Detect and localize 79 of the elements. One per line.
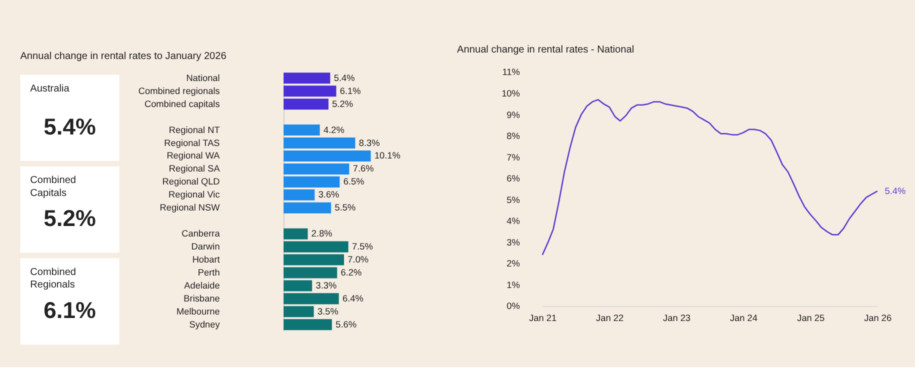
x-tick-label: Jan 24 bbox=[730, 313, 758, 324]
data-label: 6.2% bbox=[340, 268, 362, 278]
y-tick-label: 5% bbox=[506, 194, 520, 205]
data-label: 3.3% bbox=[316, 280, 337, 290]
bar bbox=[284, 72, 330, 84]
y-tick-label: Regional NT bbox=[168, 124, 220, 135]
bar bbox=[284, 150, 371, 162]
y-tick-label: 8% bbox=[506, 131, 520, 142]
text: 6.1% bbox=[44, 296, 96, 323]
data-label: 10.1% bbox=[374, 150, 400, 161]
data-label: 5.2% bbox=[332, 98, 354, 109]
y-tick-label: 0% bbox=[506, 301, 520, 312]
y-tick-label: Darwin bbox=[191, 242, 220, 252]
chart-title: Annual change in rental rates - National bbox=[457, 44, 634, 56]
y-tick-label: 7% bbox=[506, 152, 520, 162]
y-tick-label: 1% bbox=[506, 280, 520, 290]
y-tick-label: 3% bbox=[506, 237, 520, 248]
bar bbox=[284, 124, 320, 136]
y-tick-label: 6% bbox=[506, 174, 520, 184]
bar bbox=[284, 86, 336, 97]
annotation: 5.4% bbox=[884, 186, 906, 196]
data-label: 5.5% bbox=[334, 202, 356, 213]
y-tick-label: Hobart bbox=[192, 254, 220, 265]
bar bbox=[284, 98, 328, 110]
data-label: 7.5% bbox=[352, 242, 373, 252]
data-label: 7.6% bbox=[352, 164, 374, 174]
bar bbox=[284, 228, 308, 240]
y-tick-label: Melbourne bbox=[176, 306, 220, 316]
bar bbox=[284, 163, 350, 174]
text: 5.4% bbox=[44, 113, 96, 140]
y-tick-label: Sydney bbox=[189, 319, 220, 330]
x-tick-label: Jan 22 bbox=[596, 313, 624, 324]
bar bbox=[284, 241, 348, 252]
data-label: 5.4% bbox=[334, 72, 355, 83]
y-tick-label: Perth bbox=[198, 268, 220, 278]
text: Combined Capitals bbox=[30, 175, 76, 199]
y-tick-label: Regional Vic bbox=[168, 190, 220, 200]
y-tick-label: National bbox=[186, 72, 220, 83]
y-tick-label: Combined regionals bbox=[138, 86, 220, 96]
data-label: 6.4% bbox=[342, 293, 364, 304]
data-label: 8.3% bbox=[358, 138, 380, 148]
data-label: 3.5% bbox=[317, 306, 338, 316]
data-label: 3.6% bbox=[318, 190, 340, 200]
bar bbox=[284, 138, 356, 149]
line-series bbox=[542, 98, 878, 256]
y-tick-label: 2% bbox=[506, 258, 520, 269]
data-label: 6.5% bbox=[343, 176, 364, 187]
data-label: 4.2% bbox=[324, 124, 344, 135]
text: 5.2% bbox=[44, 205, 96, 232]
y-tick-label: Combined capitals bbox=[144, 98, 220, 109]
bar bbox=[284, 319, 332, 330]
x-tick-label: Jan 26 bbox=[864, 313, 892, 324]
bar bbox=[284, 176, 340, 188]
y-tick-label: Brisbane bbox=[184, 293, 220, 304]
data-label: 2.8% bbox=[311, 228, 332, 239]
y-tick-label: Adelaide bbox=[184, 280, 220, 290]
text: Annual change in rental rates to January 2026 bbox=[20, 51, 227, 62]
y-tick-label: Regional SA bbox=[168, 164, 221, 174]
bar bbox=[284, 202, 332, 214]
y-tick-label: Regional QLD bbox=[162, 176, 220, 187]
data-label: 6.1% bbox=[340, 86, 361, 96]
y-tick-label: Regional TAS bbox=[164, 138, 220, 148]
y-tick-label: Regional NSW bbox=[160, 202, 220, 213]
y-tick-label: 10% bbox=[502, 88, 520, 98]
x-tick-label: Jan 23 bbox=[663, 313, 691, 324]
y-tick-label: 9% bbox=[506, 110, 520, 120]
x-tick-label: Jan 21 bbox=[529, 313, 557, 324]
x-tick-label: Jan 25 bbox=[797, 313, 825, 324]
y-tick-label: Canberra bbox=[182, 228, 221, 239]
data-label: 5.6% bbox=[336, 319, 356, 330]
text: Combined Regionals bbox=[30, 266, 76, 291]
y-tick-label: Regional WA bbox=[166, 150, 221, 161]
data-label: 7.0% bbox=[348, 254, 369, 265]
bar bbox=[284, 189, 315, 200]
text: Australia bbox=[30, 83, 70, 94]
y-tick-label: 11% bbox=[502, 67, 520, 78]
bar bbox=[284, 306, 314, 318]
bar bbox=[284, 293, 339, 304]
y-tick-label: 4% bbox=[506, 216, 520, 226]
